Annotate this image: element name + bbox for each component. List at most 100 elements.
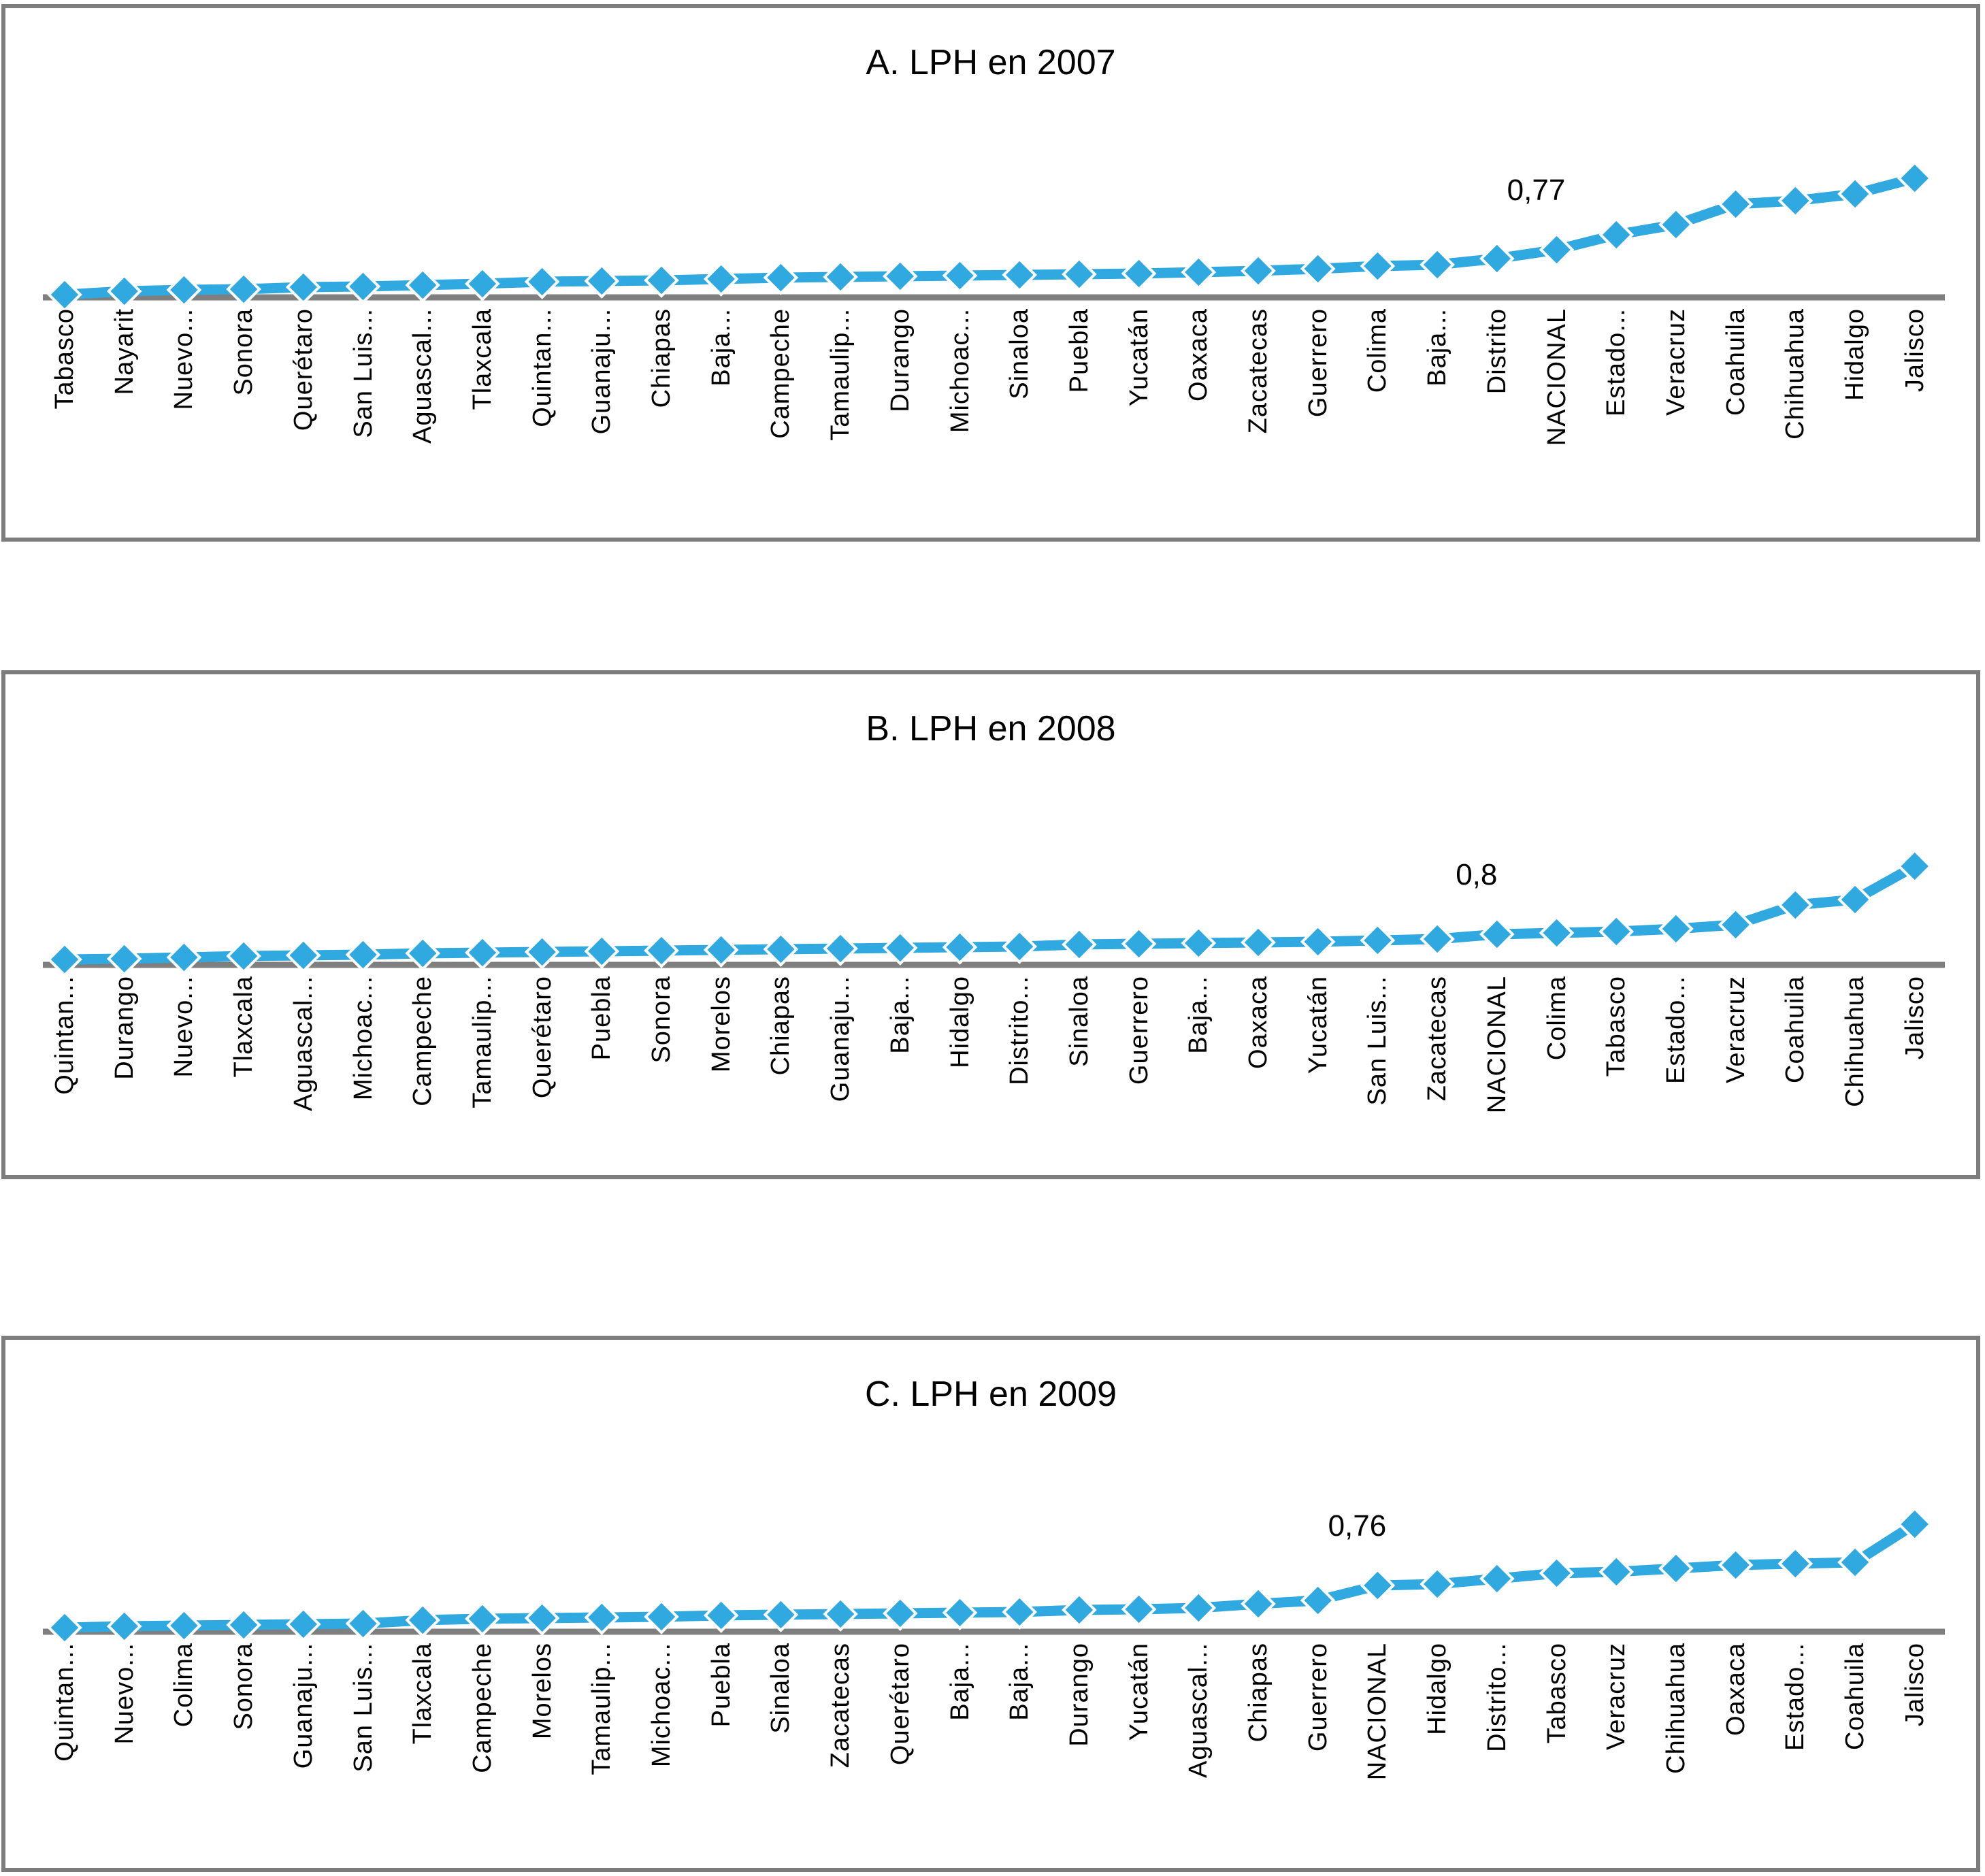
x-axis-label: Tamaulip...	[587, 1643, 617, 1775]
chart-title-2008: B. LPH en 2008	[866, 709, 1116, 748]
data-point-marker	[106, 941, 142, 976]
data-point-marker	[1121, 926, 1157, 961]
data-point-marker	[763, 932, 799, 967]
data-point-marker	[1777, 183, 1814, 218]
x-axis-label: Tlaxcala	[408, 1643, 438, 1745]
data-point-marker	[1181, 925, 1217, 961]
x-axis-label: Chihuahua	[1661, 1643, 1690, 1774]
x-axis-label: Querétaro	[289, 308, 318, 431]
x-axis-label: Guanaju...	[289, 1643, 318, 1769]
data-point-marker	[1658, 207, 1694, 242]
data-point-marker	[1002, 929, 1038, 964]
x-axis-label: Guanaju...	[587, 308, 617, 435]
data-point-marker	[1062, 257, 1097, 292]
data-point-marker	[226, 1607, 261, 1643]
data-point-marker	[1241, 253, 1276, 289]
data-point-marker	[1658, 1551, 1694, 1586]
x-axis-label: Yucatán	[1124, 1643, 1153, 1741]
x-axis-label: Coahuila	[1841, 1643, 1869, 1750]
x-axis-label: Hidalgo	[945, 976, 974, 1068]
data-point-marker	[644, 933, 679, 968]
x-axis-label: Jalisco	[1900, 976, 1929, 1060]
line-chart-A	[43, 161, 1945, 312]
data-point-marker	[1897, 849, 1933, 884]
data-point-marker	[1360, 1568, 1396, 1603]
x-axis-label: Estado...	[1781, 1643, 1810, 1751]
x-axis-label: Distrito...	[1005, 976, 1034, 1085]
data-point-marker	[1420, 921, 1455, 957]
data-point-marker	[1837, 1545, 1873, 1580]
x-axis-label: Nuevo...	[169, 308, 199, 410]
data-point-marker	[703, 1598, 739, 1633]
x-axis-label: Guerrero	[1303, 1643, 1332, 1752]
x-axis-label: Michoac...	[945, 308, 974, 433]
data-point-marker	[584, 263, 620, 299]
x-axis-label: Guerrero	[1124, 976, 1153, 1085]
data-point-marker	[1241, 925, 1276, 960]
data-point-marker	[285, 1607, 321, 1642]
panel-lph-2007: A. LPH en 2007 Tabasco Nayarit Nuevo... Son…	[1, 4, 1980, 542]
x-axis-label: Sinaloa	[1064, 976, 1094, 1067]
x-axis-label: Zacatecas	[826, 1643, 855, 1768]
x-axis-label: Tabasco	[1542, 1643, 1571, 1744]
data-point-marker	[1777, 887, 1814, 923]
x-axis-label: Yucatán	[1303, 976, 1332, 1074]
x-axis-label: Tabasco	[50, 308, 79, 410]
x-axis-label: Michoac...	[348, 976, 378, 1101]
data-point-marker	[584, 1600, 620, 1635]
x-axis-label: Colima	[169, 1643, 199, 1728]
data-point-marker	[1539, 1556, 1575, 1591]
nacional-value-label: 0,77	[1507, 174, 1566, 207]
x-axis-label: Durango	[885, 308, 915, 412]
x-axis-label: Quintan...	[50, 1643, 79, 1762]
x-axis-label: San Luis...	[1363, 976, 1392, 1106]
data-point-marker	[1479, 241, 1515, 276]
x-axis-label: Puebla	[1064, 308, 1094, 393]
x-axis-label: Morelos	[527, 1643, 557, 1740]
data-point-marker	[1897, 1507, 1933, 1542]
data-point-marker	[1718, 907, 1754, 942]
x-axis-label: Yucatán	[1124, 308, 1153, 407]
data-point-marker	[1837, 882, 1873, 917]
data-point-marker	[584, 934, 620, 969]
x-axis-label: Chihuahua	[1841, 976, 1869, 1107]
data-point-marker	[942, 929, 978, 965]
data-point-marker	[285, 938, 321, 973]
chart-title-2009: C. LPH en 2009	[864, 1375, 1117, 1414]
data-point-marker	[763, 1597, 799, 1632]
x-axis-label: Colima	[1363, 308, 1392, 393]
chart-title-2007: A. LPH en 2007	[866, 43, 1116, 82]
x-axis-label: Campeche	[467, 1643, 497, 1773]
data-point-marker	[1062, 1592, 1097, 1628]
data-point-marker	[524, 264, 560, 299]
data-point-marker	[465, 266, 500, 301]
panel-lph-2009: C. LPH en 2009 Quintan... Nuevo... Colima S…	[1, 1336, 1980, 1872]
data-point-marker	[1718, 1547, 1754, 1583]
data-point-marker	[1002, 257, 1038, 293]
x-axis-label: Oaxaca	[1244, 976, 1273, 1069]
x-axis-label: Quintan...	[50, 976, 79, 1095]
data-point-marker	[1121, 1592, 1157, 1627]
x-axis-label: Michoac...	[647, 1643, 676, 1768]
x-axis-label: San Luis...	[348, 1643, 378, 1773]
x-axis-label: Tabasco	[1602, 976, 1631, 1077]
x-axis-label: Campeche	[408, 976, 438, 1106]
x-axis-label: Tlaxcala	[229, 976, 259, 1078]
data-point-marker	[1300, 251, 1336, 286]
data-point-marker	[942, 1595, 978, 1630]
x-axis-label: Baja...	[1184, 976, 1213, 1054]
data-point-marker	[345, 269, 381, 304]
x-axis-label: Sinaloa	[766, 1643, 795, 1734]
data-point-marker	[823, 931, 858, 966]
data-point-marker	[1181, 254, 1217, 290]
series-line	[64, 173, 1916, 300]
x-axis-label: Chiapas	[647, 308, 676, 408]
data-point-marker	[465, 935, 500, 970]
x-axis-label: Oaxaca	[1184, 308, 1213, 401]
series-line	[64, 861, 1918, 965]
data-point-marker	[823, 259, 858, 295]
data-point-marker	[1718, 186, 1754, 222]
x-axis-label: Nuevo...	[169, 976, 199, 1078]
data-point-marker	[405, 1602, 441, 1638]
x-axis-label: Distrito...	[1482, 1643, 1511, 1752]
